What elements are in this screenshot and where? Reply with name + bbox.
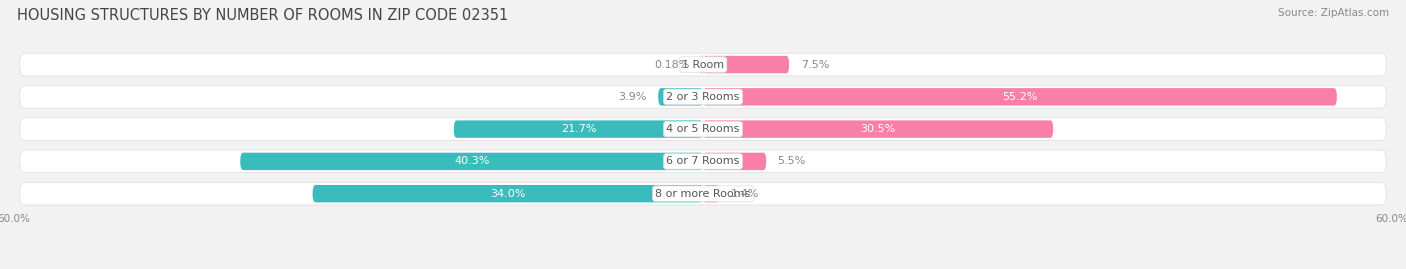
Text: Source: ZipAtlas.com: Source: ZipAtlas.com bbox=[1278, 8, 1389, 18]
Text: 2 or 3 Rooms: 2 or 3 Rooms bbox=[666, 92, 740, 102]
FancyBboxPatch shape bbox=[312, 185, 703, 202]
FancyBboxPatch shape bbox=[703, 56, 789, 73]
Text: 8 or more Rooms: 8 or more Rooms bbox=[655, 189, 751, 199]
Text: 34.0%: 34.0% bbox=[491, 189, 526, 199]
Text: 6 or 7 Rooms: 6 or 7 Rooms bbox=[666, 156, 740, 167]
FancyBboxPatch shape bbox=[703, 88, 1337, 105]
Text: 40.3%: 40.3% bbox=[454, 156, 489, 167]
Text: HOUSING STRUCTURES BY NUMBER OF ROOMS IN ZIP CODE 02351: HOUSING STRUCTURES BY NUMBER OF ROOMS IN… bbox=[17, 8, 508, 23]
Text: 1.4%: 1.4% bbox=[731, 189, 759, 199]
FancyBboxPatch shape bbox=[454, 121, 703, 138]
FancyBboxPatch shape bbox=[700, 56, 704, 73]
Text: 3.9%: 3.9% bbox=[619, 92, 647, 102]
FancyBboxPatch shape bbox=[703, 153, 766, 170]
Text: 30.5%: 30.5% bbox=[860, 124, 896, 134]
Text: 0.18%: 0.18% bbox=[654, 59, 689, 70]
FancyBboxPatch shape bbox=[240, 153, 703, 170]
FancyBboxPatch shape bbox=[703, 185, 718, 202]
FancyBboxPatch shape bbox=[658, 88, 703, 105]
Text: 1 Room: 1 Room bbox=[682, 59, 724, 70]
FancyBboxPatch shape bbox=[703, 121, 1053, 138]
FancyBboxPatch shape bbox=[20, 118, 1386, 140]
Text: 55.2%: 55.2% bbox=[1002, 92, 1038, 102]
Text: 4 or 5 Rooms: 4 or 5 Rooms bbox=[666, 124, 740, 134]
Text: 21.7%: 21.7% bbox=[561, 124, 596, 134]
FancyBboxPatch shape bbox=[20, 86, 1386, 108]
FancyBboxPatch shape bbox=[20, 53, 1386, 76]
Text: 7.5%: 7.5% bbox=[800, 59, 830, 70]
FancyBboxPatch shape bbox=[20, 150, 1386, 173]
FancyBboxPatch shape bbox=[20, 182, 1386, 205]
Text: 5.5%: 5.5% bbox=[778, 156, 806, 167]
